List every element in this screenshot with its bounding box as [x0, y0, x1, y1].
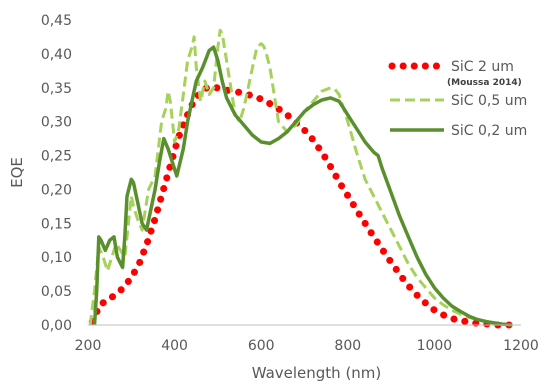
- y-tick-label: 0,10: [41, 250, 72, 266]
- series-line-sic-0-5-um: [88, 28, 513, 327]
- y-tick-label: 0,45: [41, 13, 72, 29]
- x-tick-labels: 200 400 600 800 1000 1200: [75, 338, 539, 354]
- legend-annotation: (Moussa 2014): [447, 78, 522, 88]
- y-tick-label: 0,05: [41, 284, 72, 300]
- y-axis-label: EQE: [8, 157, 26, 188]
- series-line-sic-0-2-um: [92, 45, 513, 327]
- y-tick-label: 0,35: [41, 81, 72, 97]
- y-tick-labels: 0,00 0,05 0,10 0,15 0,20 0,25 0,30 0,35 0,40 0,45: [41, 13, 72, 334]
- y-tick-label: 0,25: [41, 149, 72, 165]
- y-tick-label: 0,15: [41, 216, 72, 232]
- legend: SiC 2 um (Moussa 2014) SiC 0,5 um SiC 0,2 u…: [388, 59, 527, 139]
- y-tick-label: 0,20: [41, 182, 72, 198]
- x-tick-label: 1200: [503, 338, 539, 354]
- y-tick-label: 0,00: [41, 318, 72, 334]
- legend-label: SiC 2 um: [451, 59, 514, 75]
- legend-label: SiC 0,5 um: [451, 93, 527, 109]
- x-axis-label: Wavelength (nm): [252, 364, 382, 382]
- x-tick-label: 200: [75, 338, 102, 354]
- x-tick-label: 400: [161, 338, 188, 354]
- legend-label: SiC 0,2 um: [451, 123, 527, 139]
- series-line-sic-2-um: [88, 82, 517, 329]
- y-tick-label: 0,30: [41, 115, 72, 131]
- plot-area: [88, 28, 517, 329]
- y-tick-label: 0,40: [41, 47, 72, 63]
- x-tick-label: 600: [248, 338, 275, 354]
- x-tick-label: 800: [334, 338, 361, 354]
- x-tick-label: 1000: [417, 338, 453, 354]
